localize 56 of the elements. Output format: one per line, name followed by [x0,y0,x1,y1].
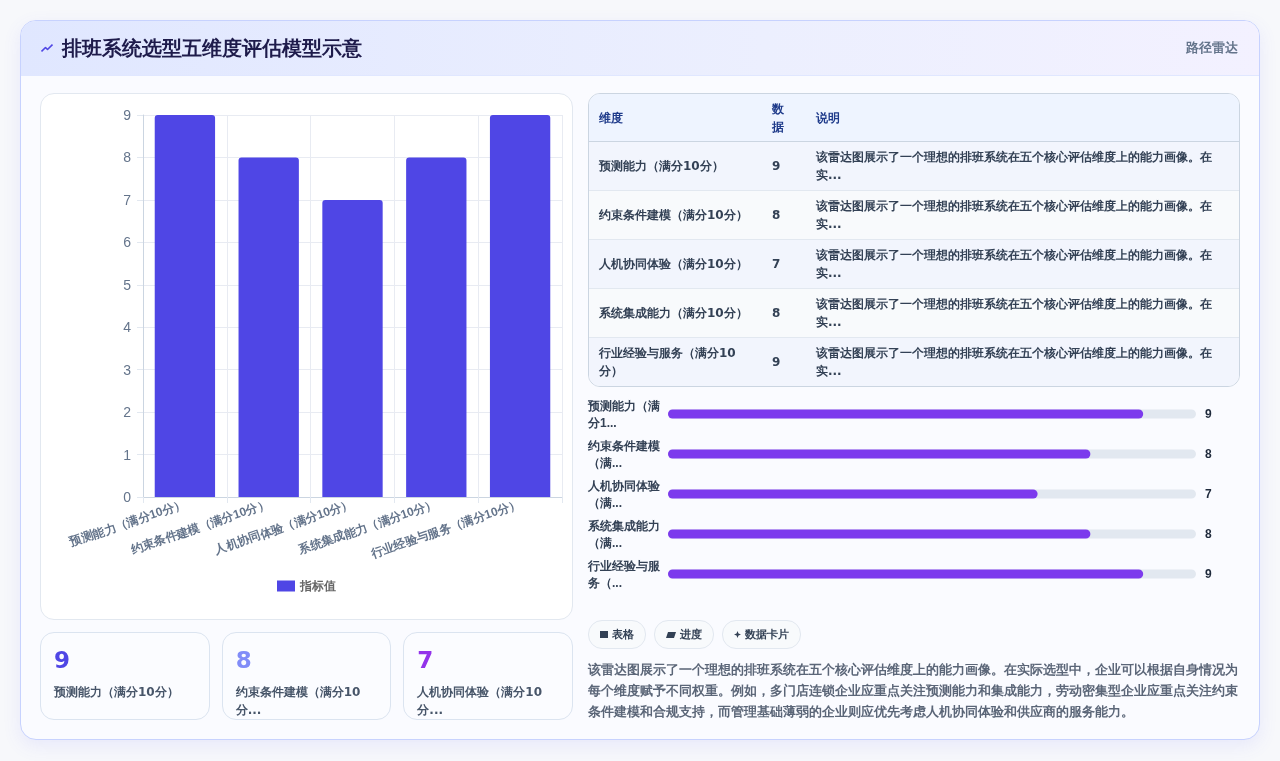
bar [489,115,551,497]
y-tick-label: 系统集成能力（满... [587,518,660,550]
data-label: 7 [766,239,806,289]
data-label: 7 [417,647,435,673]
category-label: 预测能力（满分10分） [54,684,180,701]
data-label: 8 [1205,527,1212,541]
category-label: 人机协同体验（满分10分... [417,684,544,719]
y-tick-label: 2 [123,404,132,421]
y-tick-label: 8 [123,149,132,166]
text: 数据 [766,94,806,142]
data-label: 8 [235,647,253,673]
text: 该雷达图展示了一个理想的排班系统在五个核心评估维度上的能力画像。在实... [806,337,1239,386]
y-tick-label: 人机协同体验（满... [587,478,661,510]
data-label: 8 [1205,447,1212,461]
text: 表格 [612,627,634,642]
y-tick-label: 5 [123,276,132,293]
y-tick-label: 预测能力（满分1... [587,398,660,430]
y-tick-label: 0 [123,489,132,505]
text: 该雷达图展示了一个理想的排班系统在五个核心评估维度上的能力画像。在实际选型中，企业可以根据自身情况为每个维度赋予不同权重。例如，多门店连锁企业应重点关注预测能力和集成能力，劳动密集型企业应重点关注约束条件建模和合规支持，而管理基础薄弱的企业则应优先考虑人机协同体验和供应商的服务能力。 [588,661,1239,721]
text: 该雷达图展示了一个理想的排班系统在五个核心评估维度上的能力画像。在实... [806,141,1239,191]
y-tick-label: 1 [123,446,132,463]
y-tick-label: 4 [123,319,132,336]
text: 该雷达图展示了一个理想的排班系统在五个核心评估维度上的能力画像。在实... [806,239,1239,289]
data-label: 9 [766,141,806,191]
data-label: 8 [766,190,806,240]
y-tick-label: 3 [123,361,132,378]
text: 进度 [680,627,702,642]
text: 维度 [589,94,766,142]
legend-label: 指标值 [299,579,336,593]
y-tick-label: 6 [123,234,132,251]
bar [322,199,383,497]
y-tick-label: 行业经验与服务（... [587,558,661,590]
text: 路径雷达 [1186,40,1238,56]
bar [238,157,299,497]
y-tick-label: 9 [123,107,132,123]
data-label: 9 [766,337,806,386]
bar [154,115,216,497]
category-label: 预测能力（满分10分） [589,141,766,191]
category-label: 人机协同体验（满分10分） [589,239,766,289]
text: 该雷达图展示了一个理想的排班系统在五个核心评估维度上的能力画像。在实... [806,190,1239,240]
category-label: 系统集成能力（满分10分） [589,288,766,338]
data-label: 7 [1205,487,1212,501]
data-label: 8 [766,288,806,338]
bar [406,157,467,497]
category-label: 约束条件建模（满分10分... [235,684,362,719]
data-label: 9 [1205,567,1212,581]
y-tick-label: 约束条件建模（满... [587,438,660,470]
data-label: 9 [1205,407,1212,421]
y-tick-label: 7 [123,191,132,208]
category-label: 约束条件建模（满分10分） [589,190,766,240]
category-label: 行业经验与服务（满分10分） [589,337,766,386]
text: 该雷达图展示了一个理想的排班系统在五个核心评估维度上的能力画像。在实... [806,288,1239,338]
data-label: 9 [54,647,71,673]
text: 说明 [806,94,1239,142]
chart-title: 排班系统选型五维度评估模型示意 [62,36,362,60]
text: 数据卡片 [745,627,789,642]
